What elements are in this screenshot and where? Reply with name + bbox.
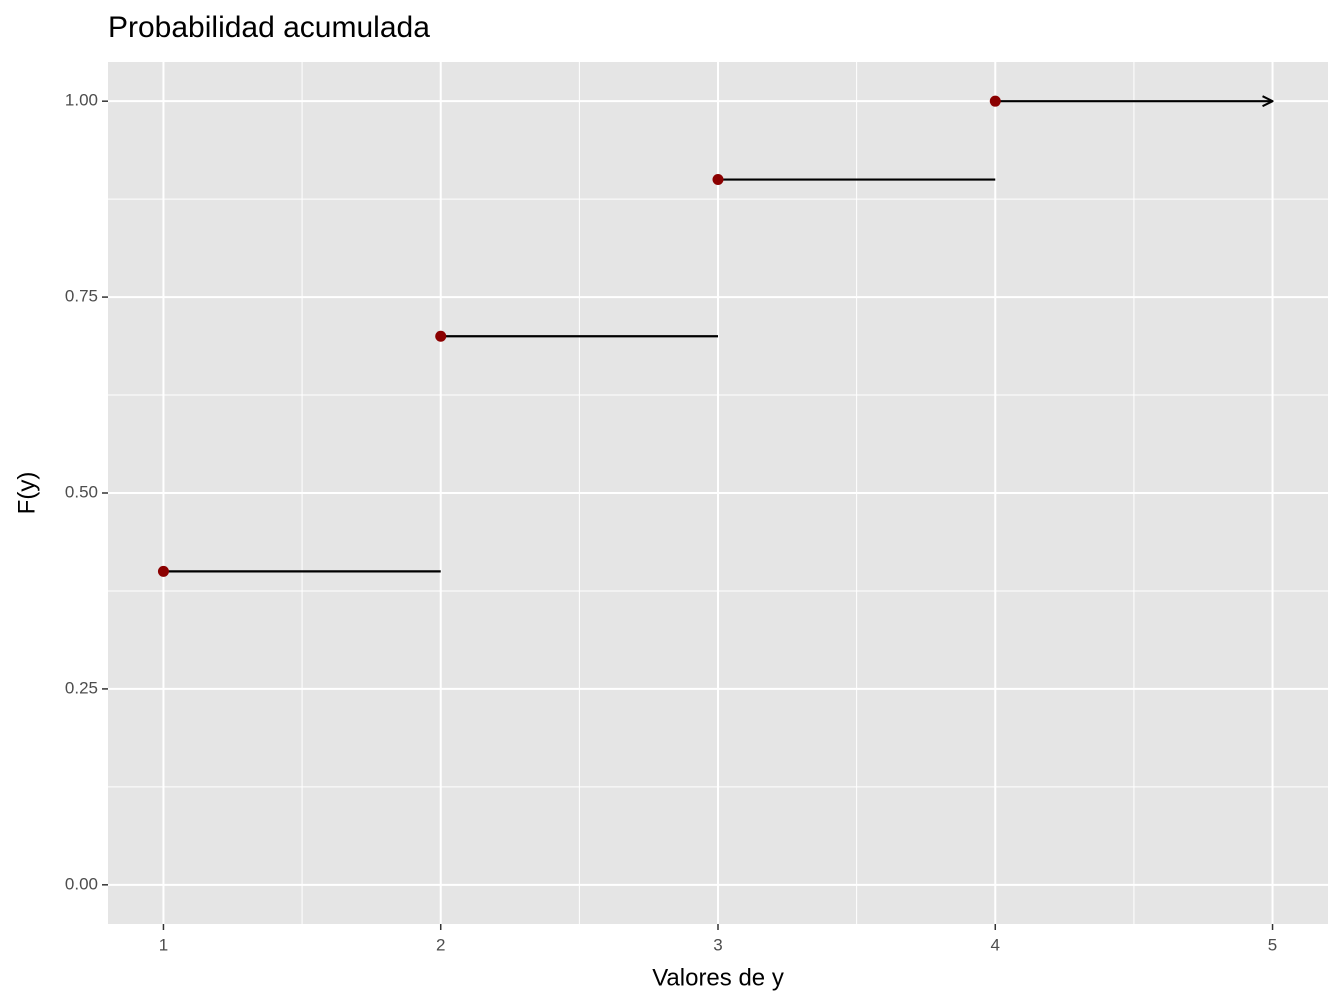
x-tick-label: 2 bbox=[436, 935, 445, 954]
y-tick-label: 0.75 bbox=[65, 287, 98, 306]
x-tick-label: 5 bbox=[1268, 935, 1277, 954]
y-tick-label: 1.00 bbox=[65, 91, 98, 110]
chart-title: Probabilidad acumulada bbox=[108, 11, 430, 44]
point bbox=[435, 330, 447, 342]
x-tick-label: 4 bbox=[991, 935, 1000, 954]
y-tick-label: 0.25 bbox=[65, 678, 98, 697]
y-tick-label: 0.00 bbox=[65, 874, 98, 893]
x-tick-label: 3 bbox=[713, 935, 722, 954]
point bbox=[157, 565, 169, 577]
point bbox=[712, 174, 724, 186]
y-axis-title: F(y) bbox=[13, 472, 40, 515]
y-tick-label: 0.50 bbox=[65, 482, 98, 501]
x-tick-label: 1 bbox=[159, 935, 168, 954]
x-axis-title: Valores de y bbox=[652, 964, 784, 991]
point bbox=[989, 95, 1001, 107]
